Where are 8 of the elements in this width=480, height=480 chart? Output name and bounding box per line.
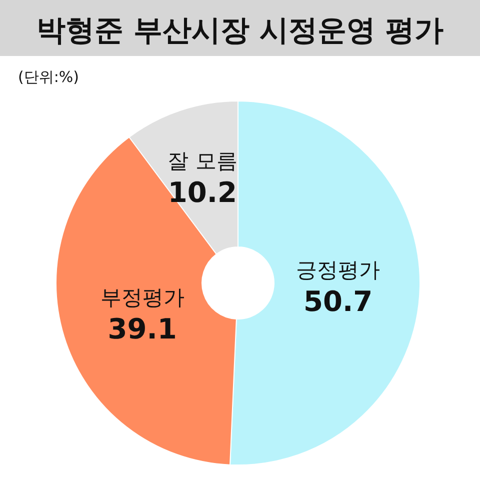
slice-label: 잘 모름	[168, 148, 238, 173]
slice-label: 긍정평가	[296, 258, 380, 282]
chart-title: 박형준 부산시장 시정운영 평가	[36, 13, 444, 47]
data-label: 39.1	[108, 312, 177, 346]
slice-label: 부정평가	[100, 285, 184, 310]
data-label: 50.7	[304, 285, 373, 318]
text: (단위:%)	[18, 68, 80, 86]
data-label: 10.2	[168, 176, 238, 209]
